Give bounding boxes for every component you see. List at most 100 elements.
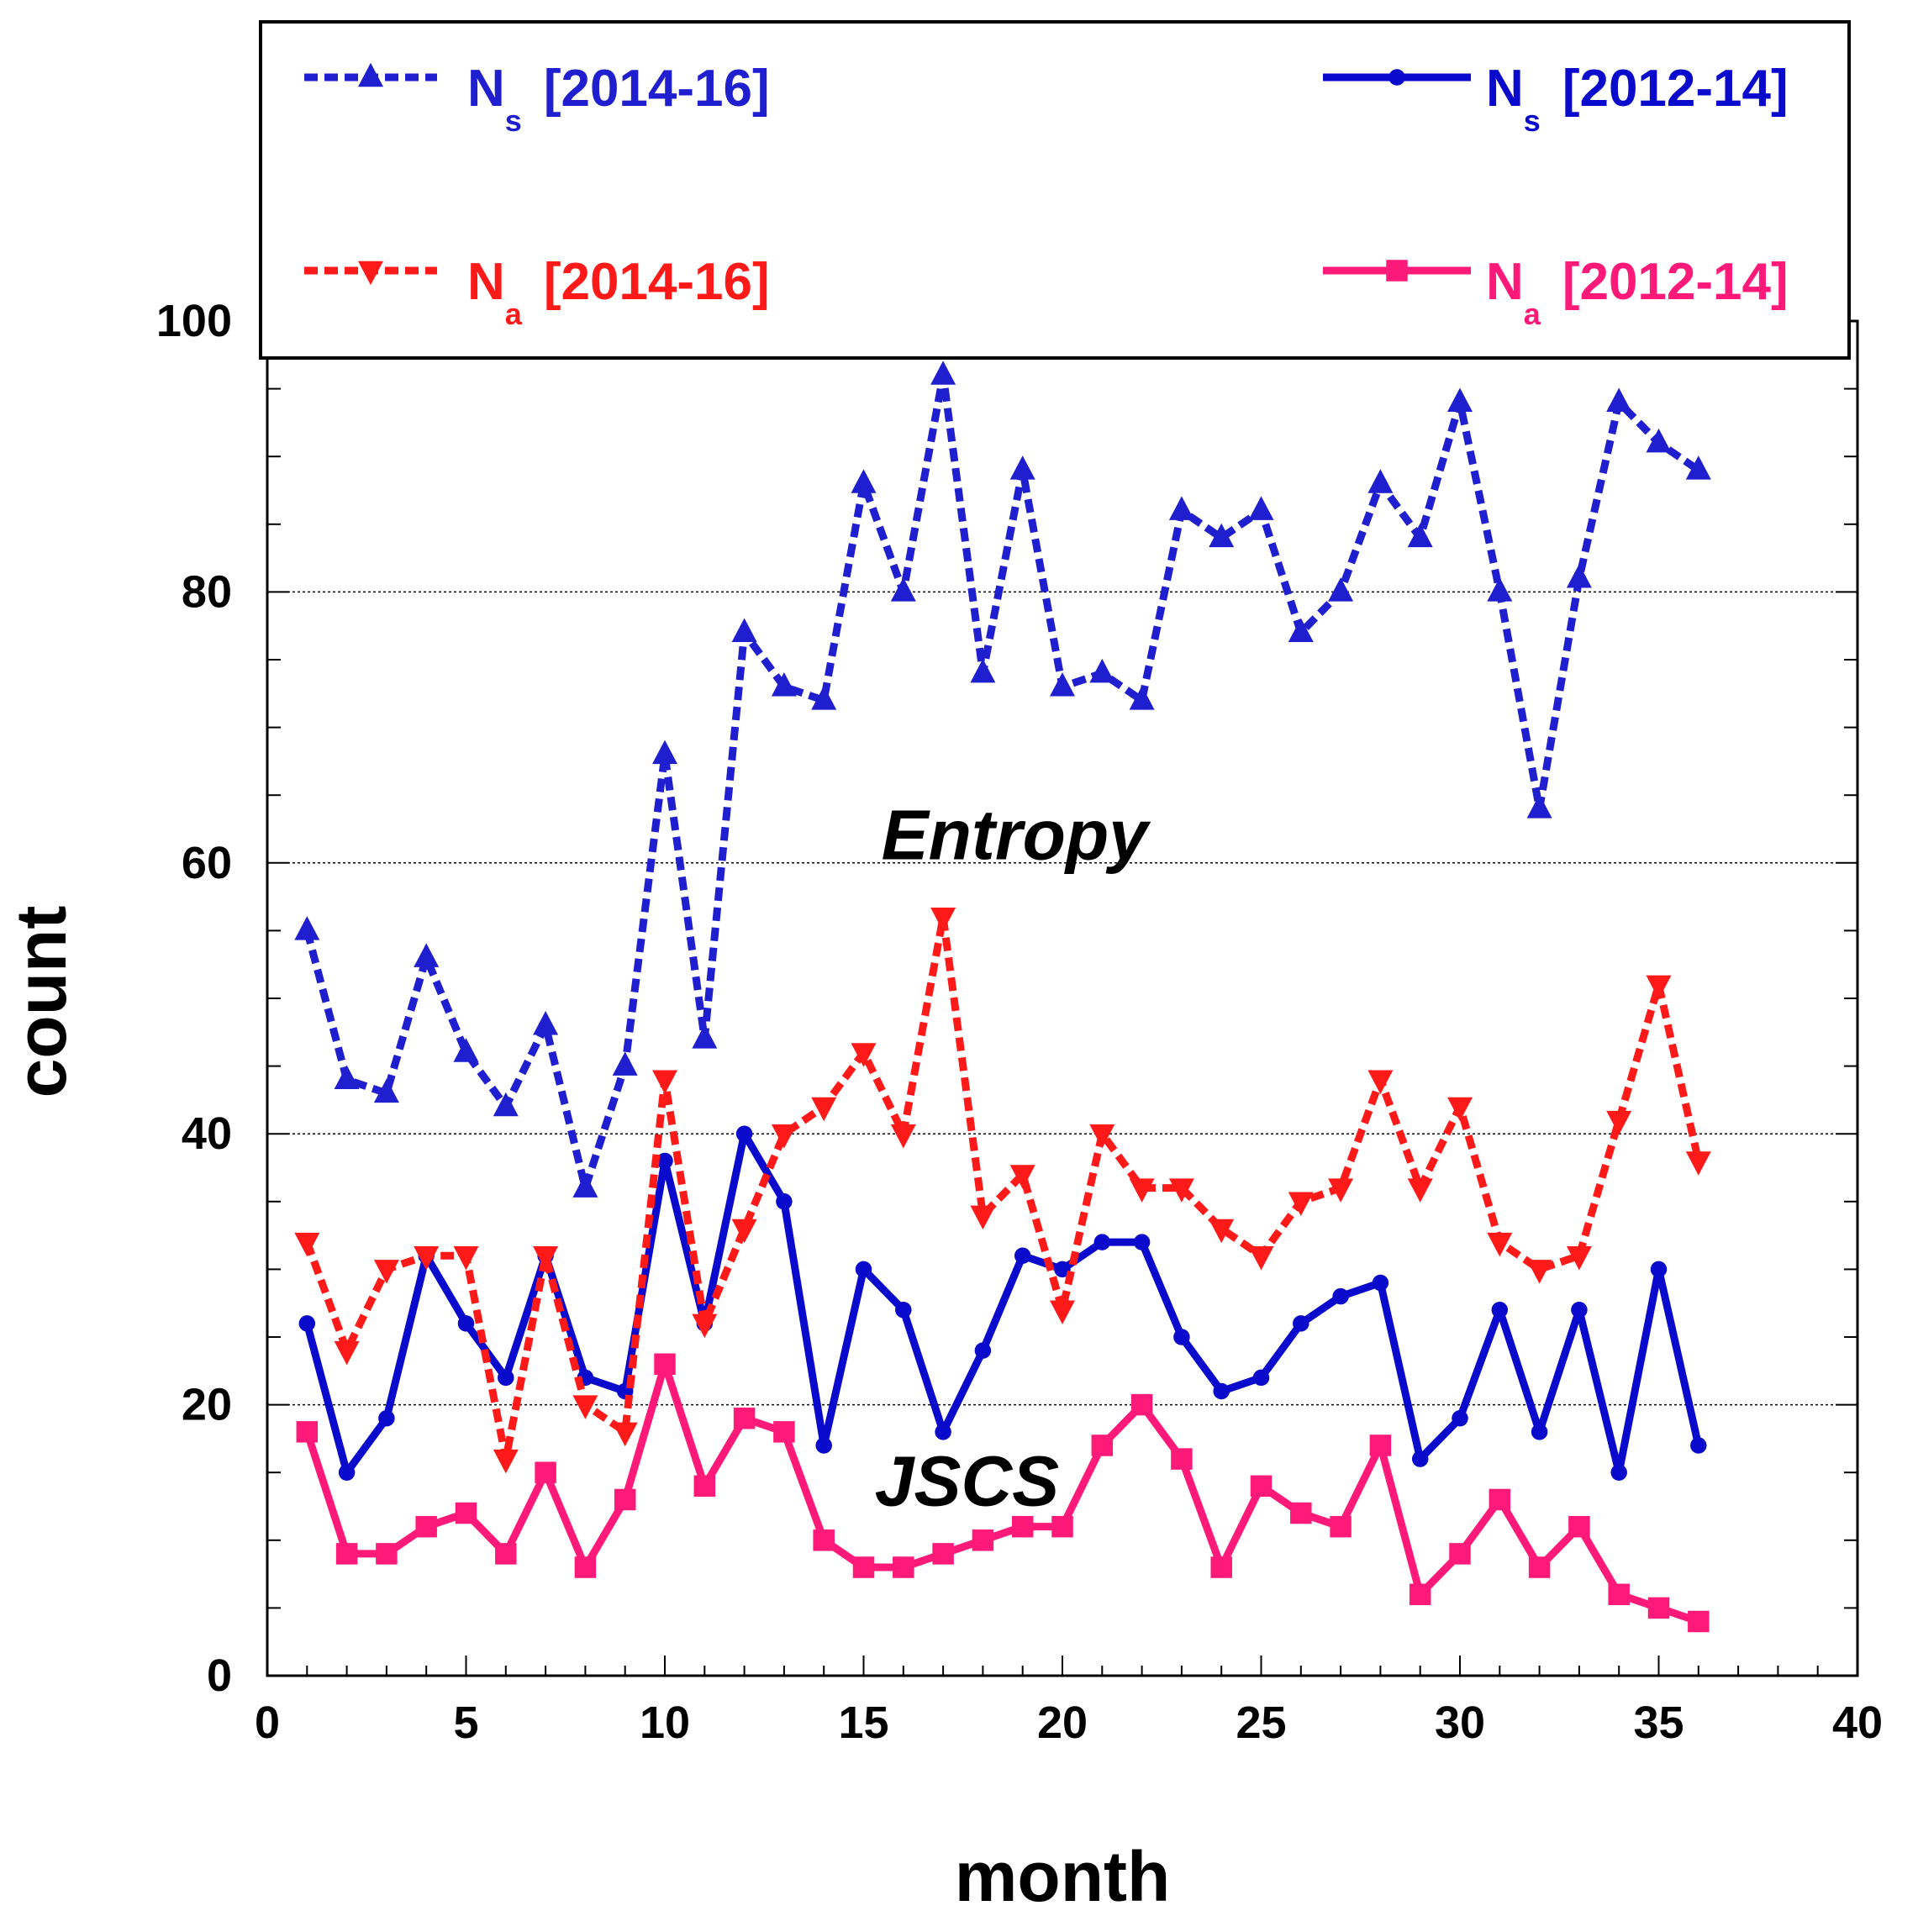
data-point (652, 740, 677, 765)
data-point (813, 1529, 835, 1551)
data-point (1491, 1302, 1509, 1319)
legend-subscript: s (1524, 103, 1541, 138)
data-point (1290, 1502, 1312, 1524)
data-point (855, 1261, 872, 1278)
data-point (1690, 1437, 1707, 1454)
data-point (890, 577, 916, 602)
data-point (1688, 1610, 1710, 1633)
data-point (338, 1464, 356, 1481)
data-point (851, 469, 877, 493)
data-point (1608, 1583, 1630, 1606)
data-point (1051, 1515, 1073, 1538)
x-tick-label: 40 (1832, 1698, 1883, 1748)
data-point (1372, 1274, 1389, 1292)
legend-symbol: N (467, 253, 505, 311)
data-point (414, 1246, 440, 1271)
data-point (1685, 455, 1711, 480)
data-point (1129, 686, 1155, 710)
data-point (771, 1124, 797, 1149)
legend-subscript: s (505, 103, 522, 138)
data-point (453, 1038, 479, 1062)
data-point (776, 1193, 793, 1210)
series-line (303, 371, 1701, 1192)
data-point (294, 1232, 320, 1257)
data-point (932, 1543, 954, 1565)
data-point (334, 1340, 360, 1366)
data-point (930, 908, 956, 932)
data-point (457, 1315, 475, 1332)
data-point (1328, 1178, 1354, 1203)
data-point (735, 1125, 753, 1142)
data-point (1091, 1435, 1114, 1456)
data-point (692, 1313, 718, 1339)
data-point (1328, 577, 1354, 602)
data-point (1367, 469, 1394, 493)
data-point (1369, 1435, 1392, 1456)
legend-box (259, 20, 1851, 360)
data-point (1606, 1110, 1632, 1135)
data-point (1332, 1287, 1349, 1305)
data-point (1288, 618, 1314, 643)
data-point (935, 1424, 951, 1440)
data-point (373, 1078, 399, 1103)
x-tick-label: 30 (1435, 1698, 1485, 1748)
series-line (303, 913, 1703, 1463)
x-tick-label: 5 (453, 1698, 478, 1748)
data-point (335, 1543, 358, 1565)
data-point (1487, 577, 1513, 602)
data-point (1054, 1261, 1071, 1278)
data-point (970, 658, 996, 683)
series-2 (294, 908, 1711, 1474)
data-point (296, 1421, 319, 1443)
data-point (574, 1556, 597, 1578)
data-point (1011, 1515, 1034, 1538)
series-line (303, 1129, 1703, 1477)
data-point (1248, 1246, 1274, 1271)
data-point (1610, 1464, 1627, 1481)
legend-label-ns-2014-16: Ns [2014-16] (467, 60, 770, 138)
x-tick-label: 20 (1037, 1698, 1088, 1748)
data-point (893, 1556, 914, 1578)
y-axis: 0 20 40 60 80 100 (156, 296, 232, 1701)
data-point (1526, 794, 1552, 819)
x-tick-label: 35 (1633, 1698, 1684, 1748)
legend-period: [2012-14] (1562, 253, 1789, 311)
data-point (334, 1065, 360, 1089)
data-point (1014, 1247, 1031, 1265)
data-point (572, 1173, 598, 1198)
data-point (493, 1449, 519, 1474)
y-tick-label: 0 (207, 1650, 232, 1701)
data-point (693, 1475, 716, 1498)
data-point (1330, 1515, 1352, 1538)
data-point (851, 1043, 877, 1067)
data-point (773, 1421, 795, 1443)
legend-symbol: N (1486, 253, 1524, 311)
data-point (1288, 1192, 1314, 1217)
data-point (890, 1124, 916, 1149)
data-point (1489, 1488, 1511, 1511)
data-point (1449, 1543, 1471, 1565)
y-tick-label: 80 (182, 566, 232, 617)
data-point (1568, 1515, 1590, 1538)
data-point (1171, 1448, 1193, 1470)
data-point (852, 1556, 875, 1578)
series-3 (296, 1353, 1710, 1633)
data-point (731, 618, 757, 643)
data-point (1210, 1556, 1232, 1578)
data-point (1133, 1234, 1151, 1250)
data-point (733, 1407, 756, 1429)
data-point (533, 1246, 559, 1271)
series-1 (298, 1125, 1707, 1481)
data-point (974, 1342, 992, 1359)
data-point (1531, 1424, 1548, 1440)
data-point (455, 1502, 477, 1524)
data-point (1571, 1302, 1588, 1319)
legend-symbol: N (467, 60, 505, 118)
data-point (1606, 387, 1632, 412)
data-point (298, 1315, 316, 1332)
legend-label-na-2012-14: Na [2012-14] (1486, 253, 1789, 331)
legend-period: [2014-16] (544, 60, 770, 118)
data-point (771, 671, 797, 697)
data-point (1213, 1382, 1230, 1400)
